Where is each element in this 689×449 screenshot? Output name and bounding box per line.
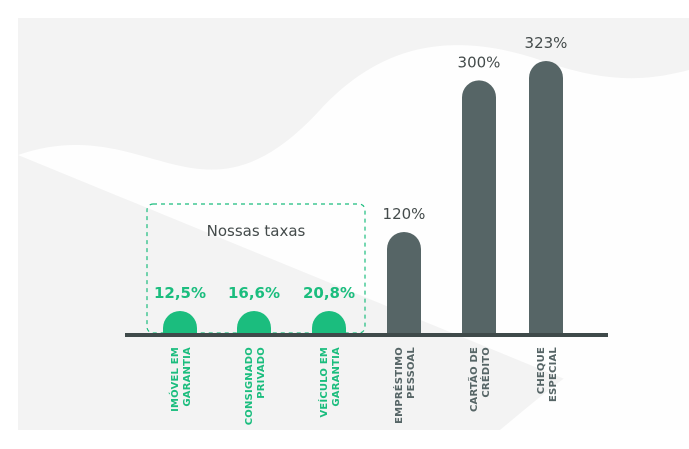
category-label-line: EMPRÉSTIMO <box>392 347 405 424</box>
category-label-line: GARANTIA <box>182 347 193 407</box>
category-label-line: CARTÃO DE <box>467 347 480 412</box>
category-label-5: CHEQUE ESPECIAL <box>536 347 559 402</box>
bar-0 <box>163 311 197 333</box>
highlight-box-title: Nossas taxas <box>207 222 306 240</box>
category-label-line: CONSIGNADO <box>244 347 255 425</box>
category-label-line: PRIVADO <box>256 347 267 399</box>
category-label-1: CONSIGNADO PRIVADO <box>244 347 267 425</box>
category-label-line: PESSOAL <box>406 347 417 399</box>
category-label-0: IMÓVEL EM GARANTIA <box>168 347 193 412</box>
category-label-2: VEÍCULO EM GARANTIA <box>317 347 342 418</box>
bar-4 <box>462 80 496 333</box>
value-label-4: 300% <box>458 53 501 71</box>
category-label-line: ESPECIAL <box>548 347 559 402</box>
value-label-1: 16,6% <box>228 284 280 302</box>
bar-1 <box>237 311 271 333</box>
category-label-line: CRÉDITO <box>479 347 492 398</box>
bars-layer <box>163 61 563 333</box>
bar-2 <box>312 311 346 333</box>
category-label-4: CARTÃO DE CRÉDITO <box>467 347 492 412</box>
category-label-line: IMÓVEL EM <box>168 347 181 412</box>
bar-5 <box>529 61 563 333</box>
category-label-line: GARANTIA <box>331 347 342 407</box>
value-label-0: 12,5% <box>154 284 206 302</box>
value-label-3: 120% <box>383 205 426 223</box>
category-label-line: VEÍCULO EM <box>317 347 330 418</box>
value-label-5: 323% <box>525 34 568 52</box>
category-label-3: EMPRÉSTIMO PESSOAL <box>392 347 417 424</box>
bar-3 <box>387 231 421 333</box>
highlight-box <box>146 203 366 334</box>
value-label-2: 20,8% <box>303 284 355 302</box>
category-label-line: CHEQUE <box>536 347 547 394</box>
x-axis-baseline <box>125 333 608 337</box>
